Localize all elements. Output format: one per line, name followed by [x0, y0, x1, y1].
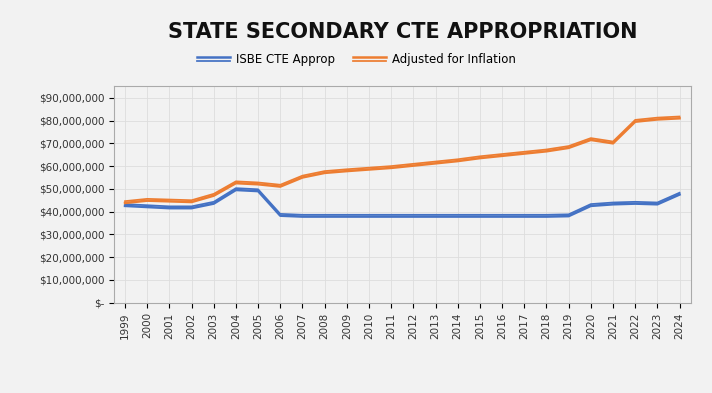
Legend: ISBE CTE Approp, Adjusted for Inflation: ISBE CTE Approp, Adjusted for Inflation — [197, 53, 515, 66]
Title: STATE SECONDARY CTE APPROPRIATION: STATE SECONDARY CTE APPROPRIATION — [167, 22, 637, 42]
